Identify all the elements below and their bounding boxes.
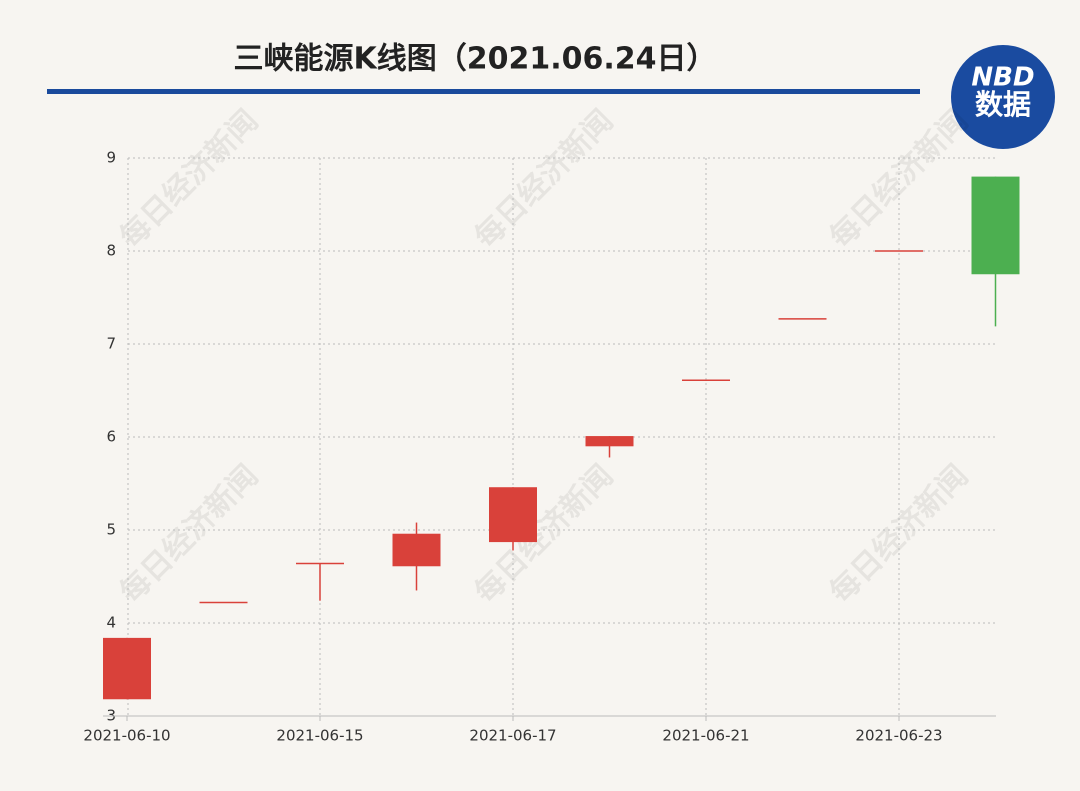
- title-rule: [47, 89, 920, 94]
- y-tick-label: 7: [106, 335, 116, 353]
- logo-badge: [951, 45, 1055, 149]
- y-tick-label: 6: [106, 428, 116, 446]
- logo-text: NBD: [971, 63, 1034, 93]
- y-tick-label: 4: [106, 614, 116, 632]
- candle-body: [489, 487, 537, 543]
- chart-title: 三峡能源K线图（2021.06.24日）: [233, 42, 716, 77]
- x-tick-label: 2021-06-10: [83, 727, 170, 745]
- candle-body: [971, 176, 1020, 275]
- candle-body: [392, 533, 441, 567]
- y-tick-label: 9: [106, 149, 116, 167]
- y-tick-label: 5: [106, 521, 116, 539]
- x-tick-label: 2021-06-15: [276, 727, 363, 745]
- candle-body: [585, 436, 634, 447]
- x-tick-label: 2021-06-21: [662, 727, 749, 745]
- logo-text: 数据: [975, 88, 1031, 121]
- y-tick-label: 8: [106, 242, 116, 260]
- candle-body: [103, 637, 151, 700]
- x-tick-label: 2021-06-17: [469, 727, 556, 745]
- x-tick-label: 2021-06-23: [855, 727, 942, 745]
